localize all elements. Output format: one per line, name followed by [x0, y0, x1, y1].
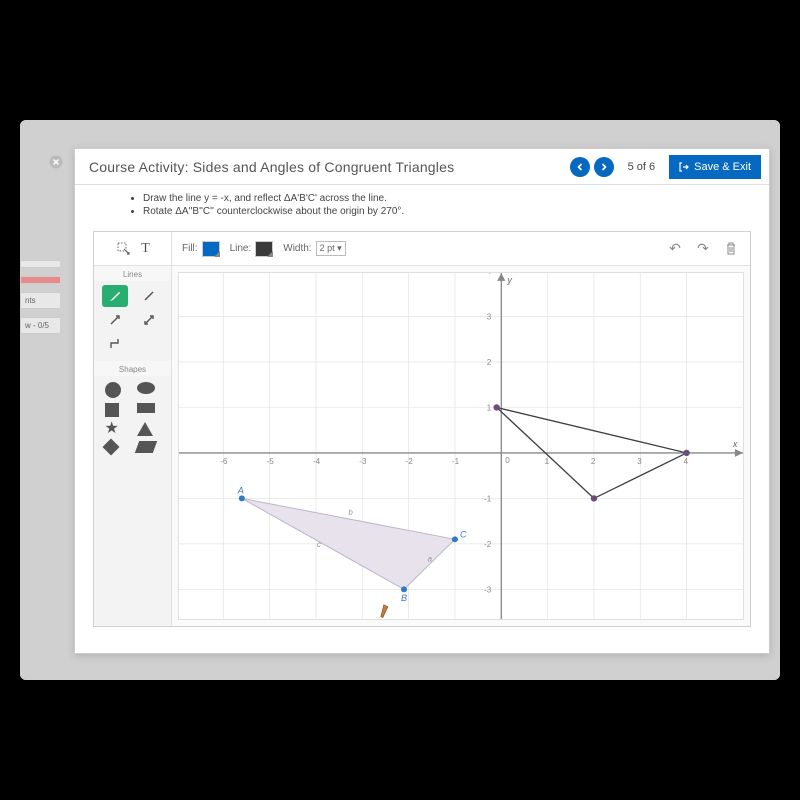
select-tool[interactable] — [115, 240, 133, 258]
instruction-list: Draw the line y = -x, and reflect ΔA'B'C… — [75, 185, 769, 227]
instruction-item: Rotate ΔA''B''C'' counterclockwise about… — [143, 206, 729, 217]
connector-tool[interactable] — [102, 333, 128, 355]
side-tab-r[interactable] — [20, 276, 60, 284]
undo-button[interactable]: ↶ — [666, 240, 684, 258]
text-tool[interactable]: T — [141, 241, 150, 257]
pen-tool[interactable] — [102, 285, 128, 307]
svg-text:x: x — [732, 439, 738, 449]
svg-text:-1: -1 — [484, 494, 492, 503]
canvas-area: Fill: Line: Width: 2 pt ▾ ↶ ↷ — [172, 232, 750, 626]
line-swatch[interactable] — [255, 241, 273, 257]
square-shape[interactable] — [105, 403, 119, 417]
exit-icon — [679, 162, 689, 172]
fill-control[interactable]: Fill: — [182, 241, 220, 257]
top-tool-row: T — [94, 232, 171, 266]
line-tools — [94, 281, 171, 361]
line-label: Line: — [230, 243, 252, 254]
svg-text:y: y — [506, 275, 512, 285]
side-tab-a[interactable] — [20, 260, 60, 268]
shapes-header: Shapes — [94, 361, 171, 376]
width-control[interactable]: Width: 2 pt ▾ — [283, 241, 345, 256]
nav-controls: 5 of 6 Save & Exit — [570, 155, 761, 179]
instruction-item: Draw the line y = -x, and reflect ΔA'B'C… — [143, 193, 729, 204]
svg-text:-5: -5 — [267, 457, 275, 466]
side-tab-b[interactable]: nts — [20, 292, 60, 309]
svg-text:C: C — [460, 529, 467, 539]
save-label: Save & Exit — [694, 161, 751, 173]
redo-button[interactable]: ↷ — [694, 240, 712, 258]
svg-text:b: b — [348, 508, 353, 517]
svg-text:2: 2 — [591, 457, 596, 466]
svg-text:-3: -3 — [484, 585, 492, 594]
next-button[interactable] — [594, 157, 614, 177]
svg-text:2: 2 — [487, 358, 492, 367]
svg-text:4: 4 — [487, 273, 492, 276]
activity-panel: Course Activity: Sides and Angles of Con… — [74, 148, 770, 654]
width-label: Width: — [283, 243, 311, 254]
blank-tool — [136, 333, 162, 355]
page-title: Course Activity: Sides and Angles of Con… — [83, 159, 570, 175]
svg-text:-3: -3 — [359, 457, 367, 466]
svg-text:A: A — [237, 486, 244, 496]
svg-text:-4: -4 — [313, 457, 321, 466]
circle-shape[interactable] — [105, 382, 121, 398]
triangle-shape[interactable] — [137, 422, 153, 436]
svg-text:c: c — [317, 540, 321, 549]
tool-palette: T Lines — [94, 232, 172, 626]
close-icon[interactable] — [46, 152, 66, 172]
save-exit-button[interactable]: Save & Exit — [669, 155, 761, 179]
svg-text:3: 3 — [637, 457, 642, 466]
svg-text:B: B — [401, 593, 407, 603]
left-outside-tabs: nts w - 0/5 — [20, 260, 60, 342]
svg-text:3: 3 — [487, 313, 492, 322]
width-select[interactable]: 2 pt ▾ — [316, 241, 346, 256]
svg-text:-6: -6 — [220, 457, 228, 466]
line-control[interactable]: Line: — [230, 241, 274, 257]
svg-text:-2: -2 — [406, 457, 414, 466]
shape-tools: ★ — [94, 376, 171, 459]
format-bar: Fill: Line: Width: 2 pt ▾ ↶ ↷ — [172, 232, 750, 266]
svg-text:-1: -1 — [452, 457, 460, 466]
svg-text:1: 1 — [545, 457, 550, 466]
fill-swatch[interactable] — [202, 241, 220, 257]
star-shape[interactable]: ★ — [105, 422, 129, 436]
fill-label: Fill: — [182, 243, 198, 254]
delete-button[interactable] — [722, 240, 740, 258]
svg-text:4: 4 — [684, 457, 689, 466]
coordinate-plane[interactable]: -6-5-4-3-2-101234-4-3-2-112345xyABCabc — [178, 272, 744, 620]
top-bar: Course Activity: Sides and Angles of Con… — [75, 149, 769, 185]
lines-header: Lines — [94, 266, 171, 281]
ellipse-shape[interactable] — [137, 382, 155, 394]
prev-button[interactable] — [570, 157, 590, 177]
rect-shape[interactable] — [137, 403, 155, 413]
arrow-tool[interactable] — [102, 309, 128, 331]
svg-text:1: 1 — [487, 403, 492, 412]
page-counter: 5 of 6 — [628, 161, 656, 173]
side-tab-c[interactable]: w - 0/5 — [20, 317, 60, 334]
parallelogram-shape[interactable] — [134, 441, 156, 453]
svg-text:a: a — [427, 554, 432, 563]
diamond-shape[interactable] — [102, 439, 119, 456]
dbl-arrow-tool[interactable] — [136, 309, 162, 331]
svg-text:0: 0 — [505, 456, 510, 465]
line-tool[interactable] — [136, 285, 162, 307]
svg-text:-2: -2 — [484, 540, 492, 549]
drawing-editor: T Lines — [93, 231, 751, 627]
app-screen: nts w - 0/5 Course Activity: Sides and A… — [20, 120, 780, 680]
